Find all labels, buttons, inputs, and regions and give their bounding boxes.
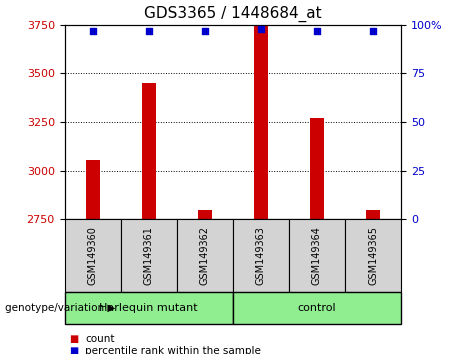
Text: GSM149363: GSM149363 — [256, 226, 266, 285]
Bar — [310, 118, 324, 219]
Point — [89, 28, 96, 33]
Text: genotype/variation ▶: genotype/variation ▶ — [5, 303, 115, 313]
Title: GDS3365 / 1448684_at: GDS3365 / 1448684_at — [144, 6, 322, 22]
FancyBboxPatch shape — [65, 292, 233, 324]
Point — [201, 28, 208, 33]
Bar — [142, 83, 156, 219]
Point — [257, 26, 265, 32]
Text: GSM149362: GSM149362 — [200, 226, 210, 285]
Text: GSM149361: GSM149361 — [144, 226, 154, 285]
Text: ■: ■ — [69, 334, 78, 344]
Bar — [366, 210, 380, 219]
Text: GSM149365: GSM149365 — [368, 226, 378, 285]
FancyBboxPatch shape — [233, 219, 289, 292]
Text: GSM149360: GSM149360 — [88, 226, 98, 285]
Text: count: count — [85, 334, 115, 344]
FancyBboxPatch shape — [289, 219, 345, 292]
Text: GSM149364: GSM149364 — [312, 226, 322, 285]
Point — [369, 28, 377, 33]
FancyBboxPatch shape — [121, 219, 177, 292]
Text: control: control — [298, 303, 336, 313]
Text: Harlequin mutant: Harlequin mutant — [100, 303, 198, 313]
Point — [145, 28, 152, 33]
Text: ■: ■ — [69, 346, 78, 354]
FancyBboxPatch shape — [345, 219, 401, 292]
Bar — [198, 210, 212, 219]
Point — [313, 28, 321, 33]
Bar — [86, 160, 100, 219]
Bar — [254, 25, 268, 219]
Text: percentile rank within the sample: percentile rank within the sample — [85, 346, 261, 354]
FancyBboxPatch shape — [177, 219, 233, 292]
FancyBboxPatch shape — [233, 292, 401, 324]
FancyBboxPatch shape — [65, 219, 121, 292]
